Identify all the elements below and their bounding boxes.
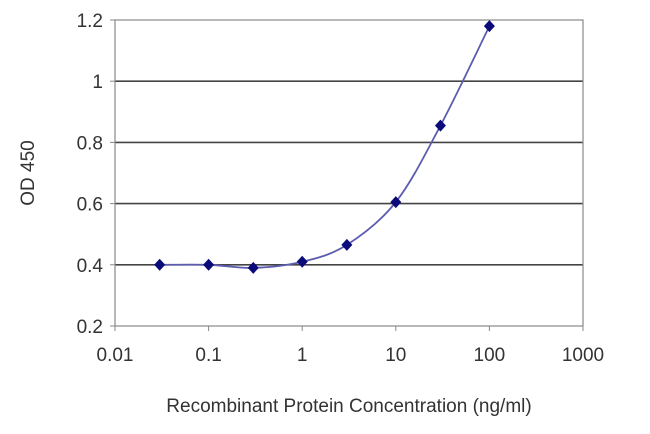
y-tick-label: 0.6 [77, 195, 103, 216]
y-tick-label: 0.8 [77, 133, 103, 154]
data-point [203, 258, 215, 271]
data-point [247, 261, 259, 274]
y-tick-label: 1 [92, 72, 103, 93]
series-line [159, 25, 491, 269]
y-tick-label: 0.2 [77, 317, 103, 338]
data-point [483, 20, 495, 33]
x-tick-label: 10 [385, 345, 406, 366]
data-point [434, 119, 446, 132]
data-point [341, 238, 353, 251]
x-tick-label: 100 [474, 345, 506, 366]
x-tick-label: 0.01 [97, 345, 134, 366]
plot-area-border [114, 19, 584, 327]
data-point [390, 196, 402, 209]
y-axis-label: OD 450 [18, 140, 39, 205]
y-tick-label: 0.4 [77, 256, 104, 277]
x-tick-label: 0.1 [195, 345, 221, 366]
data-point [154, 258, 166, 271]
x-axis-label: Recombinant Protein Concentration (ng/ml… [166, 396, 531, 417]
x-tick-label: 1 [297, 345, 308, 366]
y-tick-label: 1.2 [77, 11, 103, 32]
x-tick-label: 1000 [562, 345, 604, 366]
data-point [296, 255, 308, 268]
